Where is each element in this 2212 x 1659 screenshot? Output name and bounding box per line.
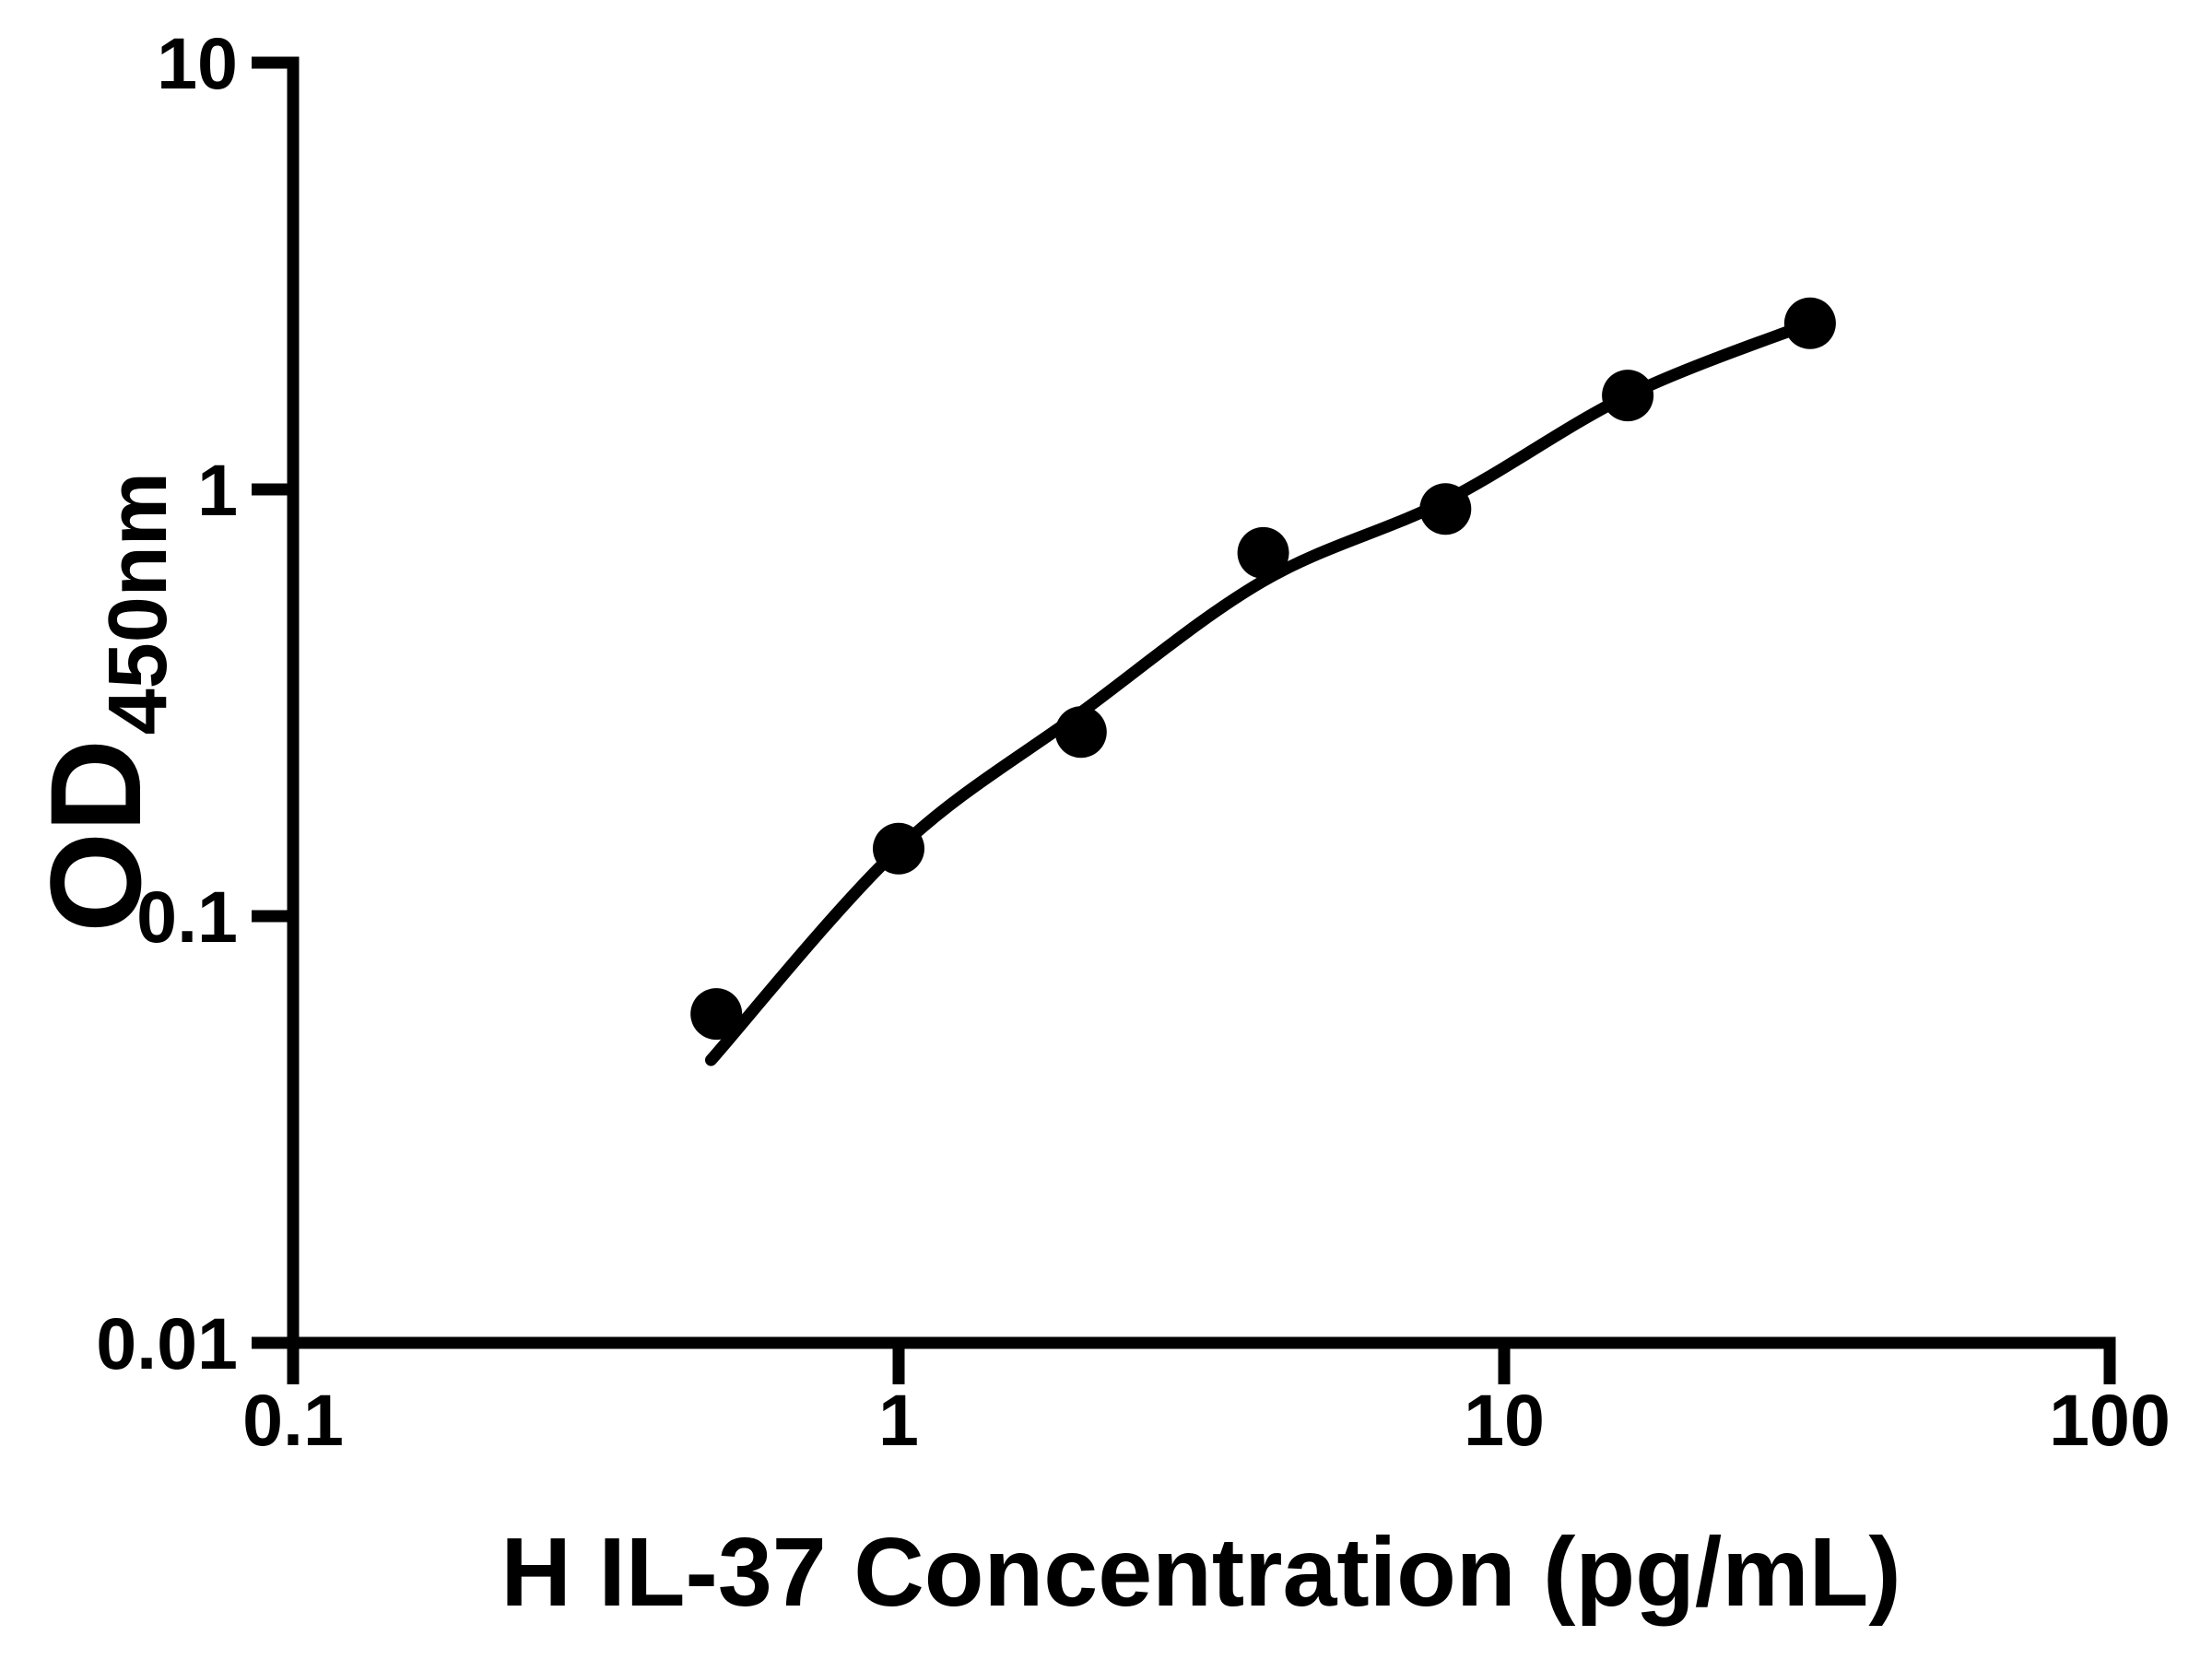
data-point	[1054, 706, 1107, 759]
y-axis-title-subscript: 450nm	[92, 472, 184, 735]
y-tick-label: 10	[157, 22, 238, 104]
y-axis-title: OD 450nm	[23, 472, 184, 933]
y-tick-label: 0.01	[96, 1302, 238, 1384]
x-tick-label: 10	[1464, 1379, 1545, 1461]
data-point	[690, 988, 743, 1041]
data-point	[1602, 370, 1654, 422]
x-tick-label: 0.1	[242, 1379, 344, 1461]
data-point	[1419, 483, 1472, 535]
data-point	[1783, 297, 1836, 349]
x-tick-label: 100	[2049, 1379, 2171, 1461]
y-tick-label: 1	[197, 449, 238, 531]
x-axis-title: H IL-37 Concentration (pg/mL)	[500, 1518, 1900, 1627]
data-point	[873, 822, 924, 875]
x-tick-label: 1	[878, 1379, 919, 1461]
y-tick-label: 0.1	[136, 876, 238, 958]
y-axis-title-text: OD	[23, 739, 168, 933]
data-point	[1237, 526, 1289, 579]
fit-curve-line	[705, 317, 1817, 1066]
